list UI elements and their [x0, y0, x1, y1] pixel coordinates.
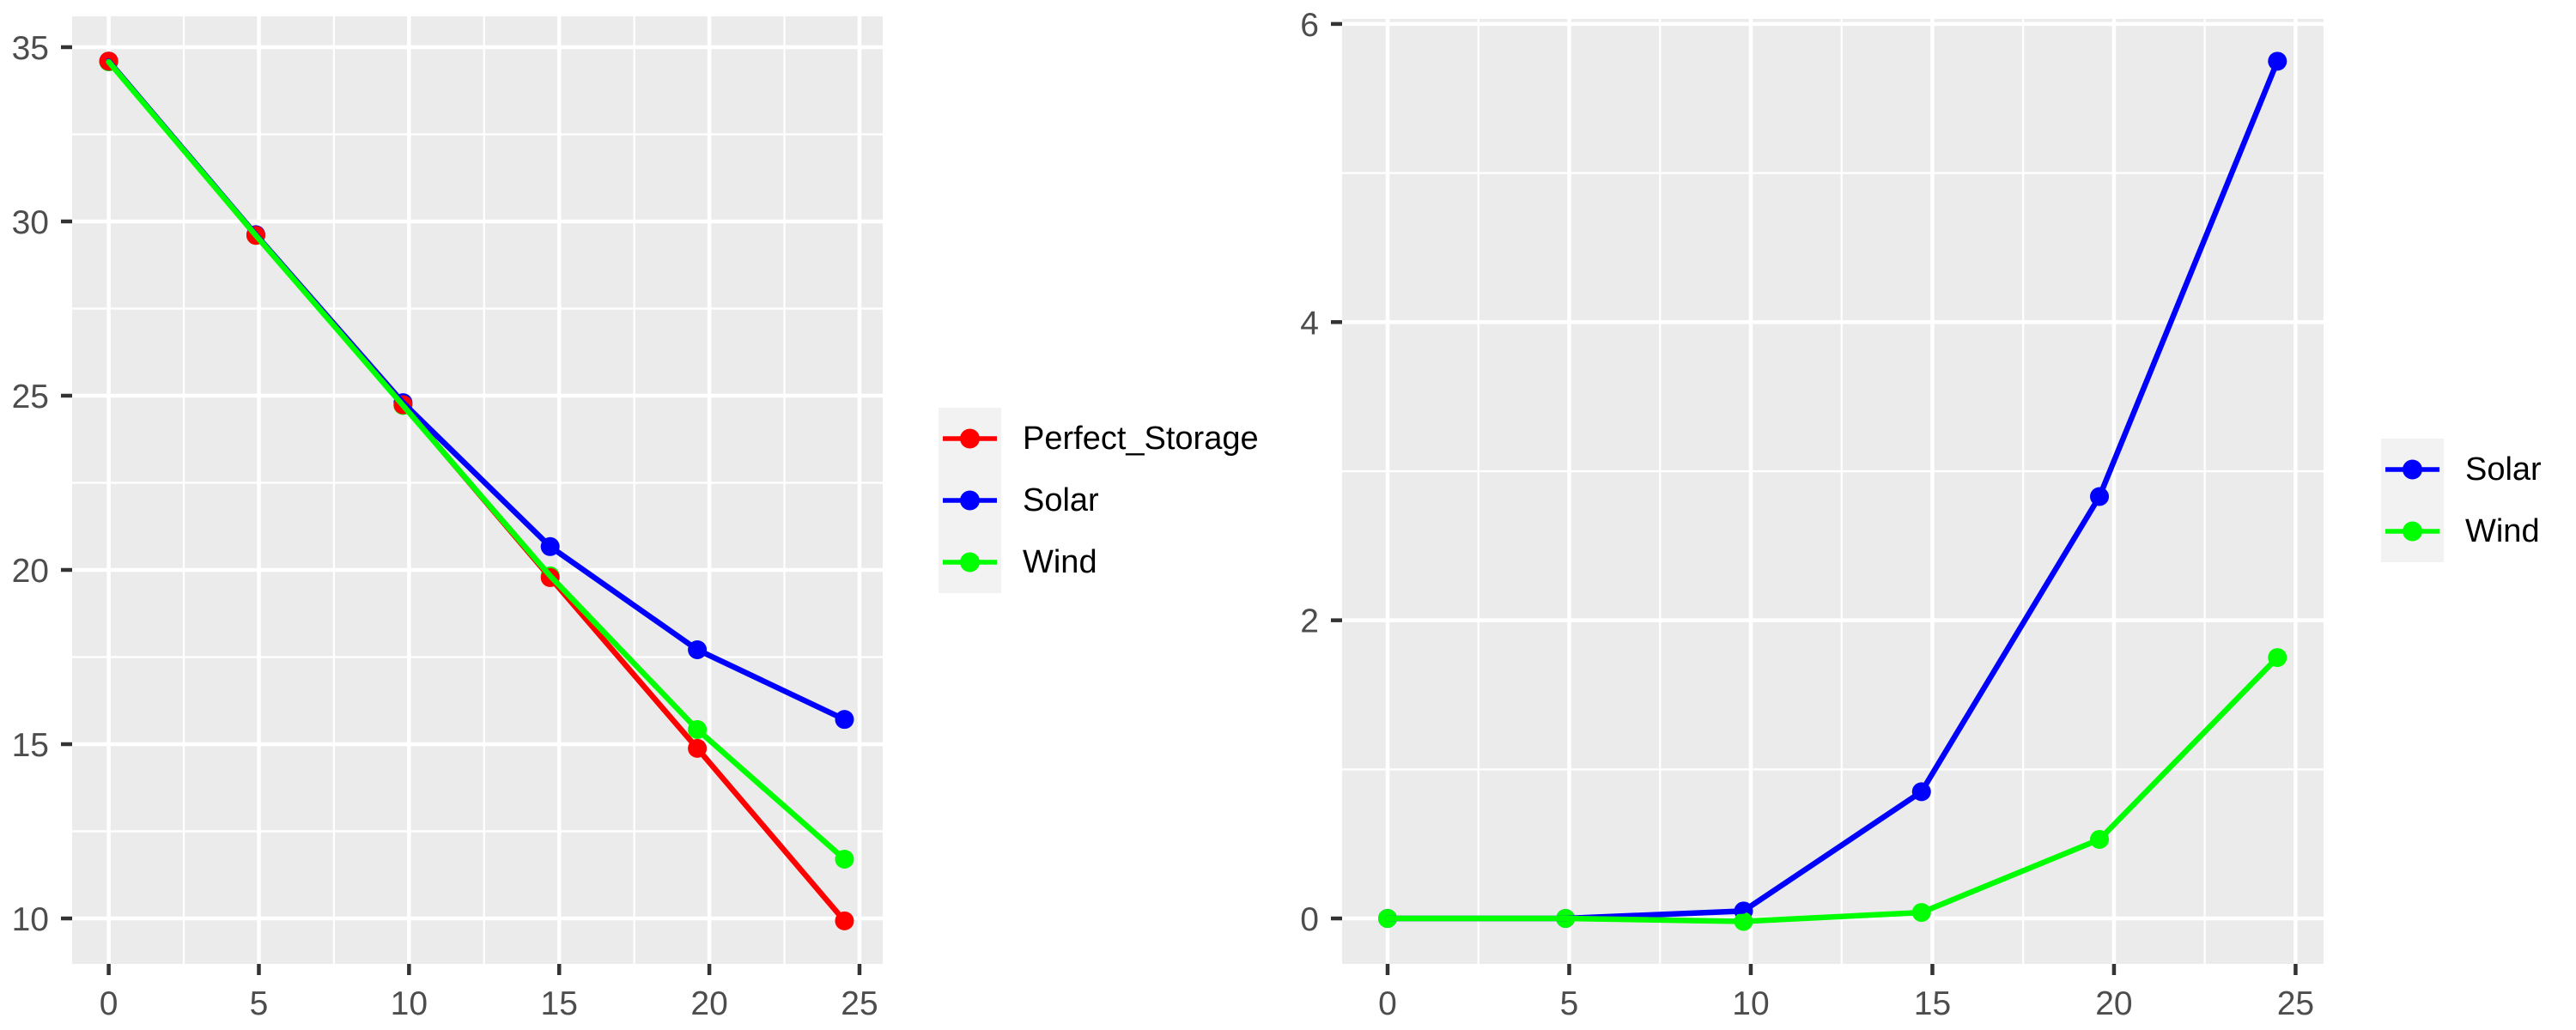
series-line-Wind [106, 58, 848, 863]
y-tick-label: 25 [12, 379, 49, 415]
legend-point-icon [960, 490, 980, 511]
y-tick-label: 35 [12, 30, 49, 67]
x-tick-label: 5 [1560, 985, 1579, 1022]
legend-glyph-Solar [943, 490, 997, 511]
left-gridlines [72, 16, 883, 964]
legend-key-Perfect_Storage [939, 408, 1001, 470]
right-panel-background [1342, 19, 2324, 964]
legend-item-Perfect_Storage: Perfect_Storage [939, 408, 1259, 470]
left-chart-legend: Perfect_Storage Solar Wind [939, 408, 1259, 593]
x-tick-label: 5 [250, 985, 269, 1022]
left-chart: 0 5 10 15 20 25 10 15 20 25 30 35 [12, 16, 883, 1022]
x-tick-label: 20 [690, 985, 727, 1022]
series-line-Wind [1384, 654, 2281, 924]
legend-key-Solar [2381, 439, 2444, 500]
right-chart-legend: Solar Wind [2381, 439, 2542, 562]
left-axes: 0 5 10 15 20 25 10 15 20 25 30 35 [12, 30, 878, 1022]
right-gridlines [1342, 19, 2324, 964]
x-tick-label: 0 [1378, 985, 1397, 1022]
left-lines [106, 58, 848, 924]
legend-key-Wind [939, 531, 1001, 593]
legend-item-Solar: Solar [939, 470, 1259, 531]
legend-label-Wind: Wind [1023, 543, 1097, 580]
y-tick-label: 4 [1300, 305, 1319, 342]
x-tick-label: 25 [841, 985, 878, 1022]
legend-point-icon [960, 552, 980, 573]
x-tick-label: 25 [2277, 985, 2314, 1022]
x-tick-label: 15 [541, 985, 578, 1022]
legend-item-Solar: Solar [2381, 439, 2542, 500]
y-tick-label: 0 [1300, 901, 1319, 938]
legend-key-Wind [2381, 500, 2444, 562]
y-tick-label: 6 [1300, 7, 1319, 44]
legend-point-icon [960, 428, 980, 449]
y-tick-label: 15 [12, 727, 49, 764]
legend-key-Solar [939, 470, 1001, 531]
legend-item-Wind: Wind [2381, 500, 2542, 562]
right-chart: 0 5 10 15 20 25 0 2 4 6 [1300, 7, 2324, 1022]
x-tick-label: 10 [391, 985, 428, 1022]
legend-glyph-Solar [2385, 459, 2439, 480]
legend-label-Perfect_Storage: Perfect_Storage [1023, 420, 1259, 457]
x-tick-label: 10 [1732, 985, 1769, 1022]
legend-label-Solar: Solar [2465, 451, 2542, 488]
y-tick-label: 20 [12, 553, 49, 590]
legend-item-Wind: Wind [939, 531, 1259, 593]
legend-glyph-Perfect_Storage [943, 428, 997, 449]
x-tick-label: 15 [1914, 985, 1951, 1022]
legend-glyph-Wind [943, 552, 997, 573]
y-tick-label: 10 [12, 901, 49, 938]
y-tick-label: 30 [12, 204, 49, 241]
x-tick-label: 0 [100, 985, 118, 1022]
right-lines [1384, 58, 2281, 924]
legend-label-Wind: Wind [2465, 512, 2540, 549]
y-tick-label: 2 [1300, 603, 1319, 640]
legend-point-icon [2403, 521, 2422, 542]
legend-point-icon [2403, 459, 2422, 480]
right-axes: 0 5 10 15 20 25 0 2 4 6 [1300, 7, 2314, 1022]
legend-glyph-Wind [2385, 521, 2439, 542]
x-tick-label: 20 [2095, 985, 2132, 1022]
legend-label-Solar: Solar [1023, 482, 1099, 518]
